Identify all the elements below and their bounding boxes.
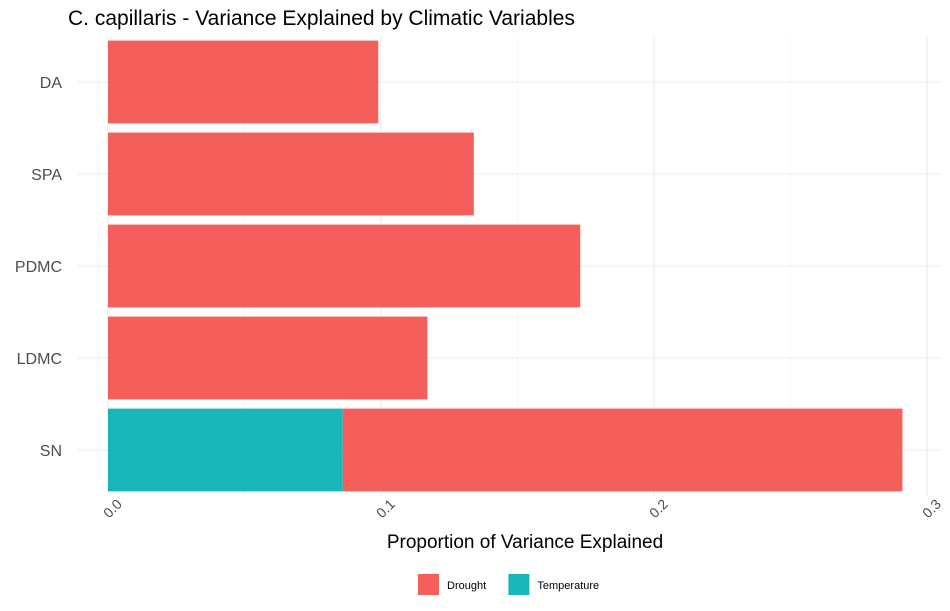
bar-sn-drought [342, 408, 903, 492]
category-labels: DA SPA PDMC LDMC SN [15, 75, 62, 460]
bars [108, 40, 903, 492]
bar-spa-drought [108, 132, 474, 216]
x-tick-label: 0.2 [646, 496, 671, 521]
chart-title: C. capillaris - Variance Explained by Cl… [68, 7, 575, 30]
legend-label-drought: Drought [447, 580, 486, 592]
legend-key-drought [418, 574, 439, 595]
legend: Drought Temperature [418, 574, 599, 595]
x-tick-labels: 0.0 0.1 0.2 0.3 [100, 496, 944, 521]
legend-key-temperature [508, 574, 530, 595]
x-axis-title: Proportion of Variance Explained [387, 532, 663, 553]
category-label: DA [40, 75, 63, 92]
bar-pdmc-drought [108, 224, 581, 308]
category-label: LDMC [17, 351, 62, 368]
bar-ldmc-drought [108, 316, 428, 400]
x-tick-label: 0.0 [100, 496, 125, 521]
category-label: SPA [31, 167, 62, 184]
category-label: PDMC [15, 259, 62, 276]
x-tick-label: 0.3 [919, 496, 944, 521]
bar-sn-temperature [108, 408, 343, 492]
legend-label-temperature: Temperature [537, 580, 599, 592]
bar-da-drought [108, 40, 379, 124]
x-tick-label: 0.1 [373, 496, 398, 521]
category-label: SN [40, 443, 62, 460]
